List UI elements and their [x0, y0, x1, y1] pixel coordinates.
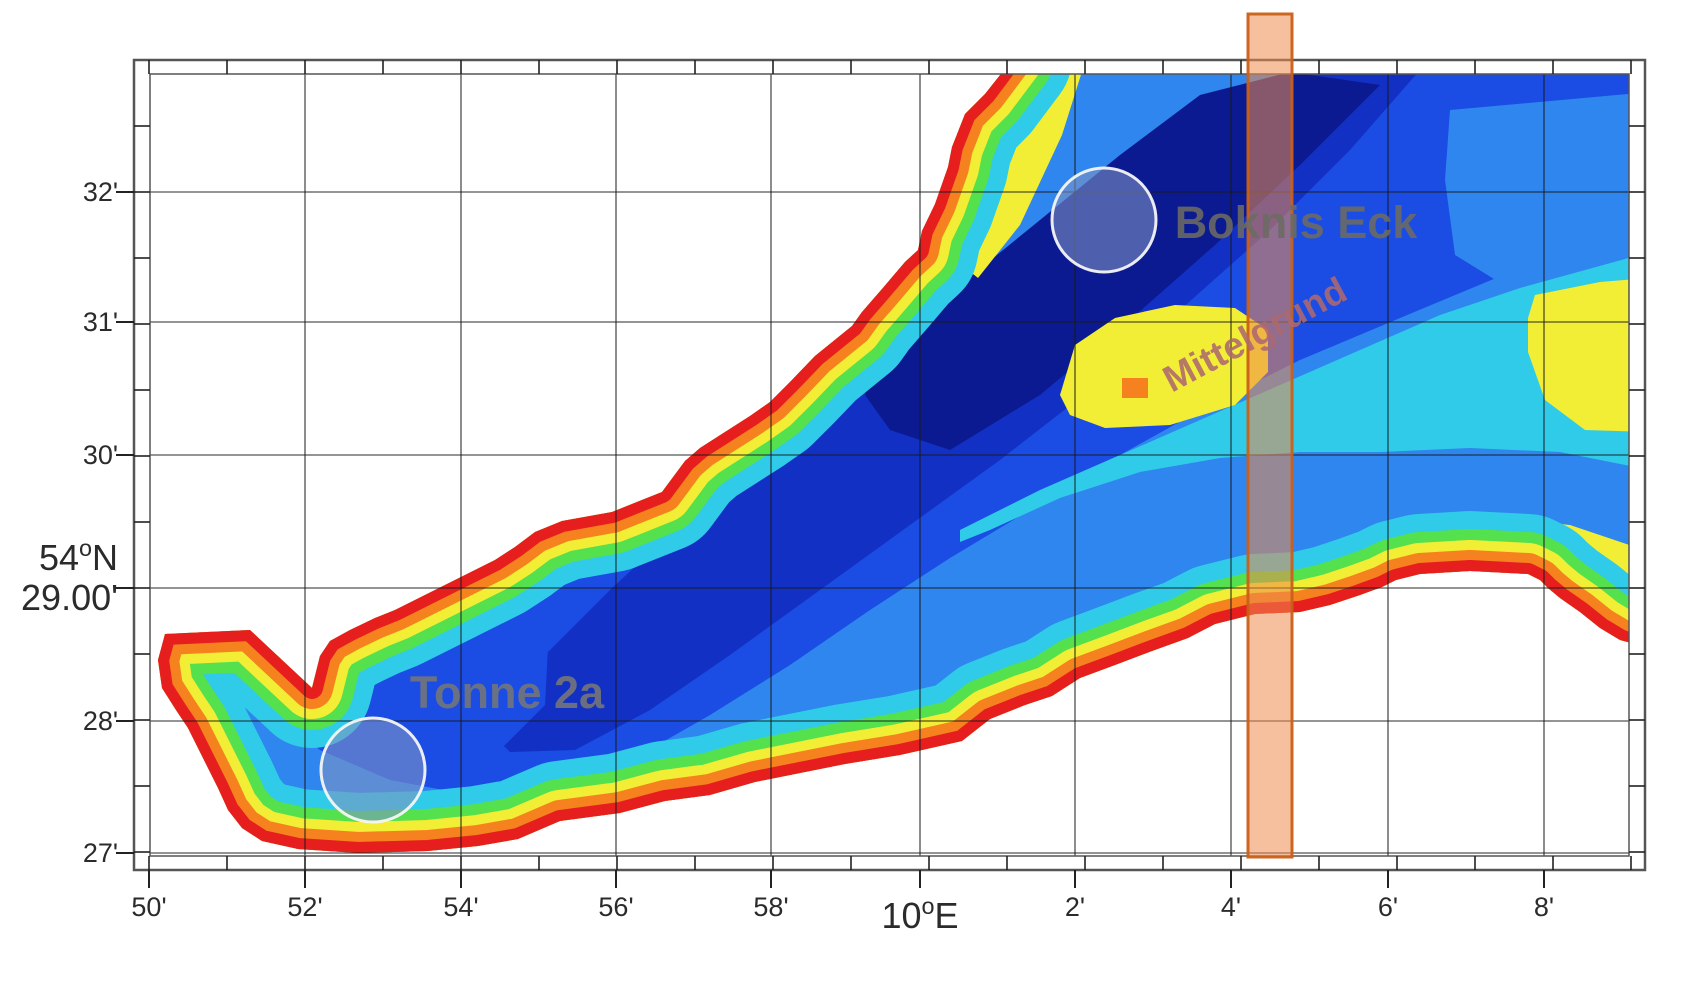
x-tick-label: 58'	[753, 892, 788, 922]
map-frame-outer	[132, 58, 1647, 872]
y-tick-label: 32'	[83, 177, 118, 207]
station-circles	[319, 166, 1158, 824]
lat-degree-label: 54oN	[39, 535, 118, 578]
map-frame	[132, 58, 1647, 872]
tonne-2a-circle	[319, 716, 427, 824]
contour-region-cyan-band	[960, 252, 1629, 542]
x-tick-label: 52'	[287, 892, 322, 922]
lat-degree-label-line2: 29.00'	[21, 577, 118, 618]
x-tick-label: 54'	[443, 892, 478, 922]
contour-region-mittelgrund-shoal	[1060, 305, 1268, 428]
y-tick-label: 27'	[83, 838, 118, 868]
boknis-eck-circle	[1050, 166, 1158, 274]
boknis-eck-label: Boknis Eck	[1175, 197, 1419, 248]
transect-bar	[1246, 12, 1294, 859]
contour-region-mittelgrund-orange-spot	[1122, 378, 1148, 398]
y-tick-label: 28'	[83, 706, 118, 736]
grid-lines	[150, 74, 1629, 856]
y-tick-label: 31'	[83, 307, 118, 337]
map-frame-inner	[149, 73, 1630, 857]
contour-region-east-shoal	[1528, 278, 1629, 432]
x-tick-label: 56'	[598, 892, 633, 922]
x-tick-label: 2'	[1065, 892, 1085, 922]
contour-region-ne-lightblue	[1445, 92, 1629, 295]
x-tick-label: 8'	[1534, 892, 1554, 922]
tonne-2a-label: Tonne 2a	[410, 667, 605, 718]
x-tick-label: 4'	[1221, 892, 1241, 922]
x-tick-label: 50'	[131, 892, 166, 922]
y-tick-label: 30'	[83, 440, 118, 470]
x-tick-label: 6'	[1378, 892, 1398, 922]
lon-degree-label: 10oE	[881, 893, 958, 936]
